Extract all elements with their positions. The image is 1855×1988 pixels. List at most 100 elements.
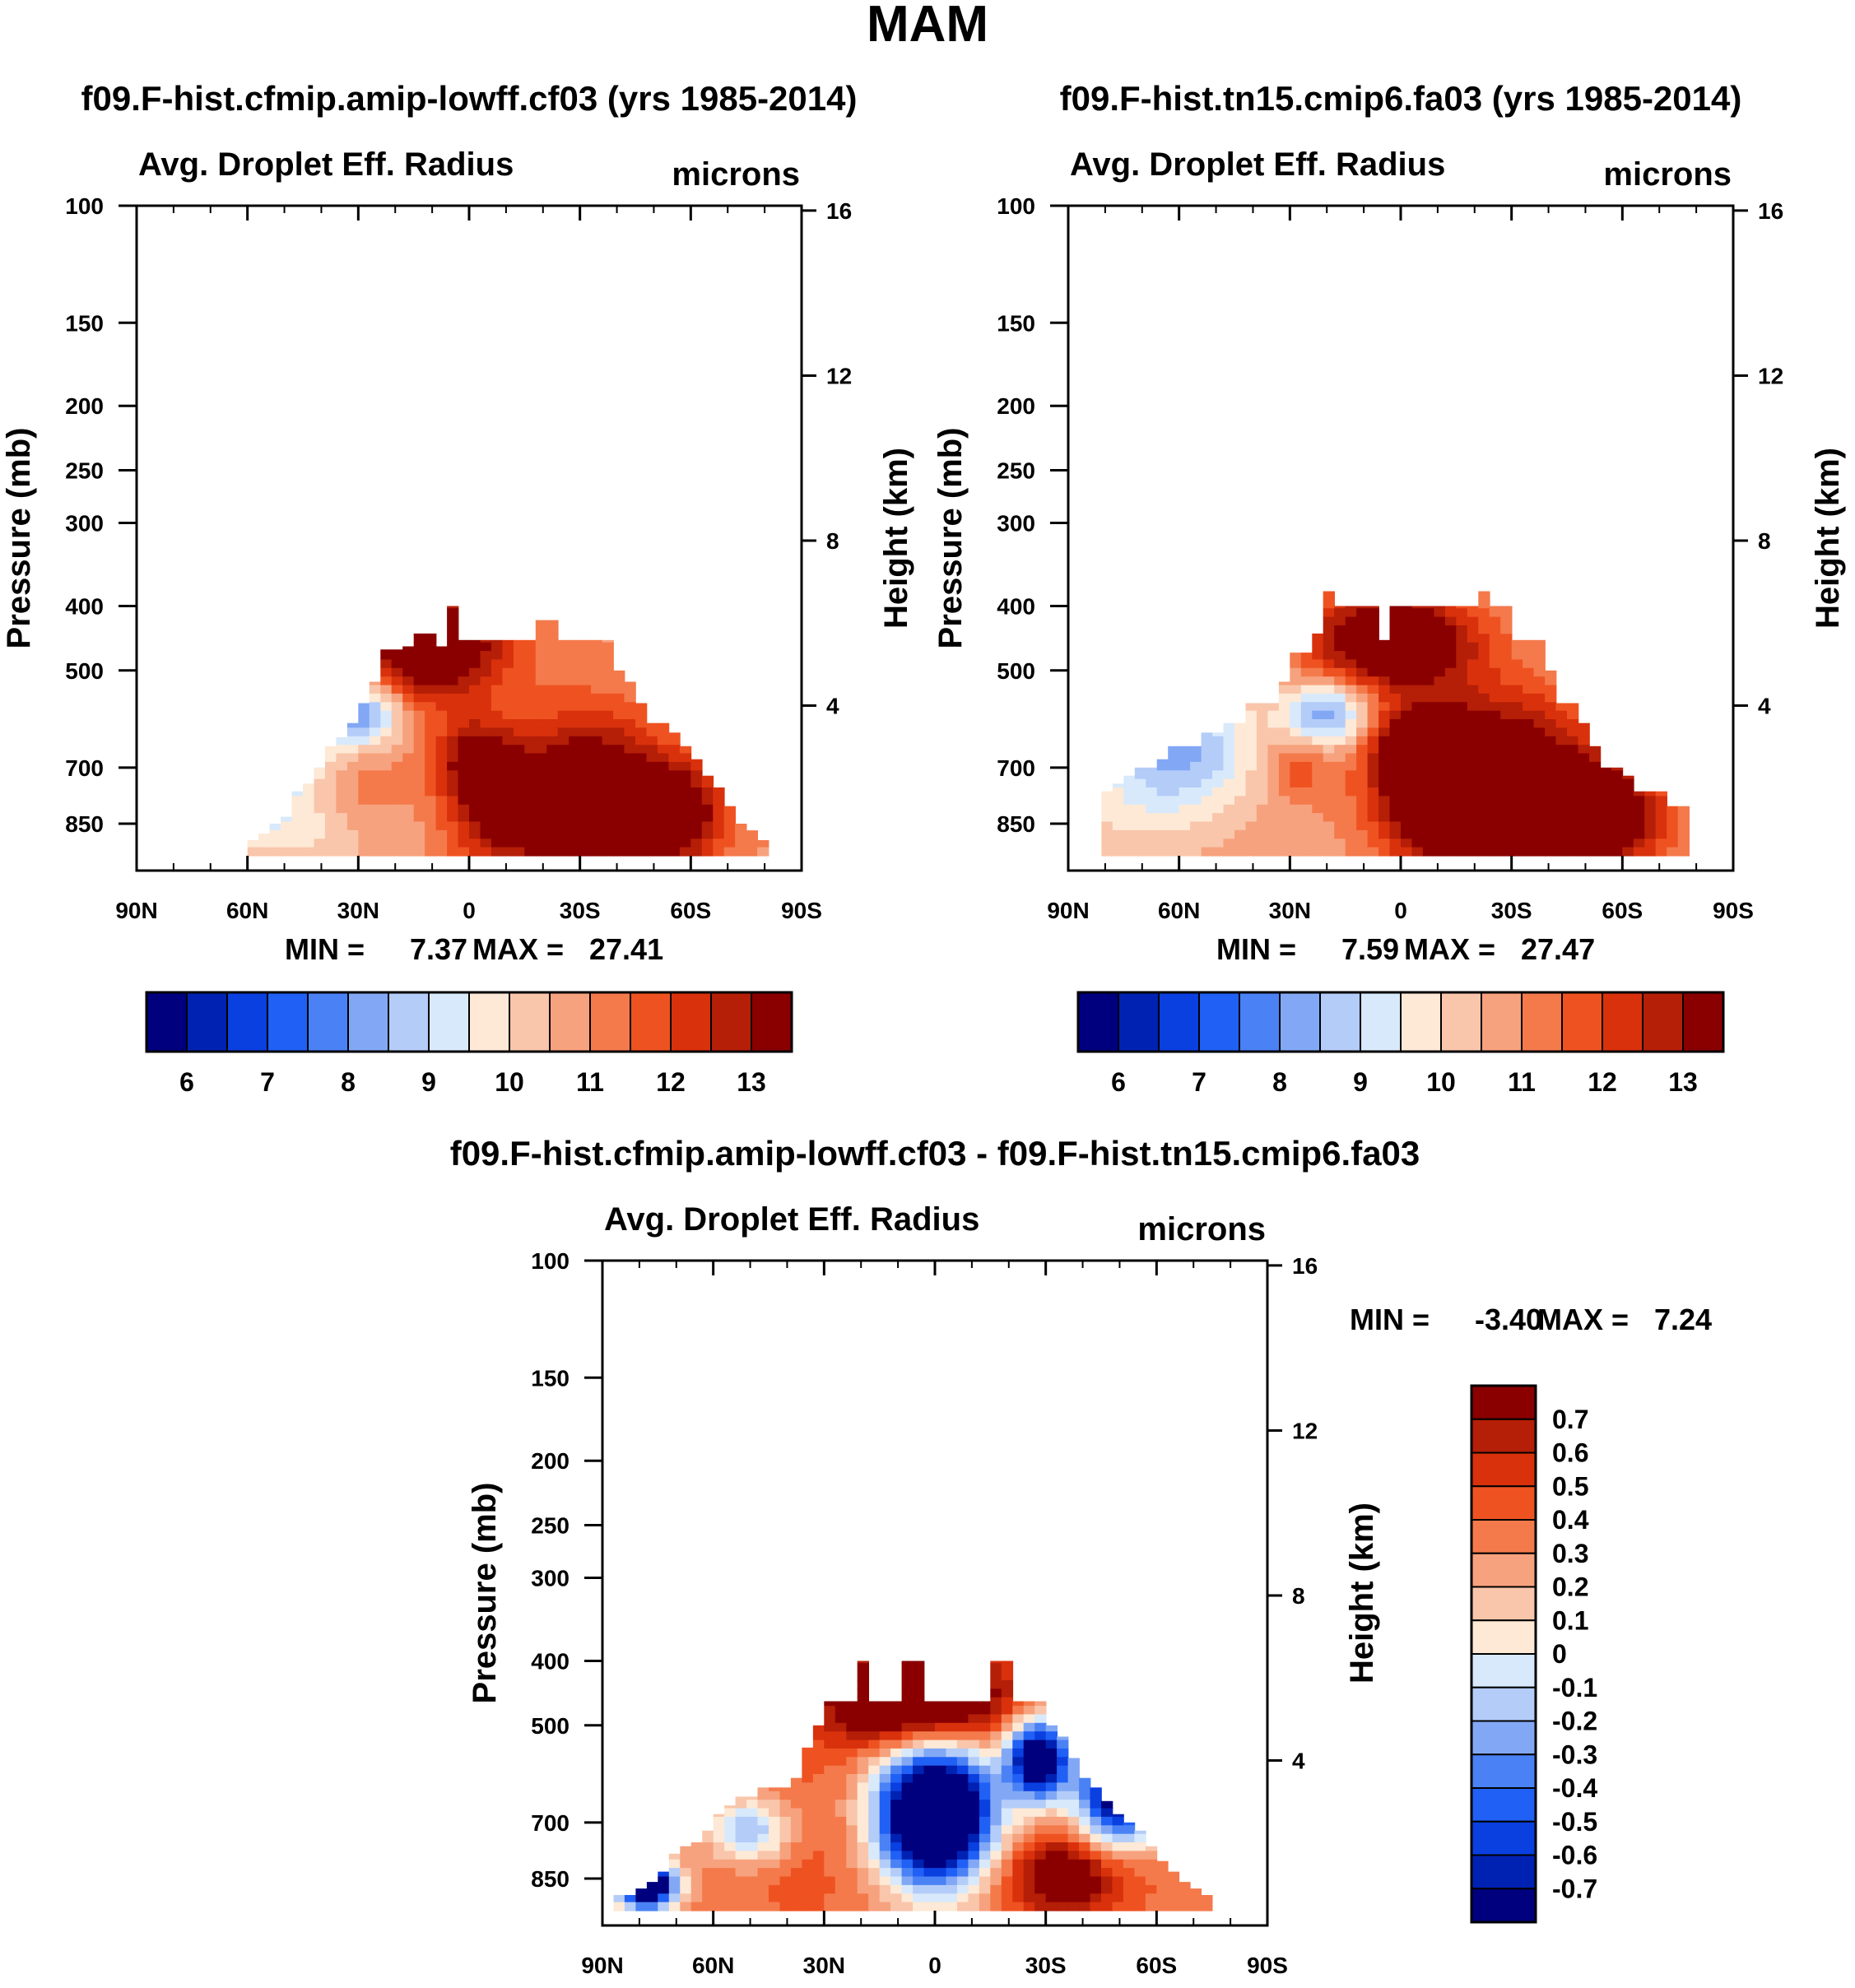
field-cell [890, 1740, 903, 1749]
field-cell [668, 745, 681, 755]
field-cell [1578, 838, 1590, 848]
field-cell [779, 1787, 792, 1792]
field-cell [391, 745, 403, 755]
field-cell [1500, 770, 1513, 780]
field-cell [557, 787, 570, 797]
field-cell [658, 1893, 670, 1903]
field-cell [1545, 847, 1557, 857]
field-cell [857, 1782, 869, 1792]
field-cell [1667, 847, 1679, 857]
field-cell [1389, 608, 1402, 618]
field-cell [979, 1893, 992, 1903]
field-cell [1134, 1833, 1146, 1843]
field-cell [1201, 838, 1213, 848]
field-cell [524, 847, 537, 857]
field-cell [369, 821, 382, 831]
field-cell [425, 847, 437, 857]
field-cell [1067, 1774, 1080, 1783]
field-cell [458, 736, 470, 746]
field-cell [291, 829, 304, 839]
field-cell [1345, 787, 1357, 797]
colorbar-cell [1319, 992, 1361, 1052]
field-cell [1312, 753, 1324, 763]
field-cell [846, 1893, 858, 1903]
field-cell [1156, 838, 1169, 848]
field-cell [402, 804, 415, 814]
field-cell [1588, 761, 1602, 771]
field-cell [1079, 1868, 1091, 1878]
field-cell [624, 736, 636, 746]
field-cell [857, 1868, 869, 1878]
field-cell [1156, 787, 1169, 797]
field-cell [1256, 703, 1269, 712]
field-cell [1533, 710, 1546, 720]
field-cell [1001, 1825, 1014, 1835]
field-cell [1500, 616, 1513, 626]
min-label: MIN = [1350, 1303, 1430, 1336]
field-cell [890, 1782, 903, 1792]
field-cell [291, 821, 304, 831]
height-tick-label: 16 [826, 198, 852, 224]
field-cell [757, 1876, 769, 1886]
field-cell [1401, 693, 1413, 703]
field-cell [1356, 727, 1369, 737]
field-cell [979, 1859, 992, 1869]
field-cell [824, 1833, 836, 1843]
field-cell [835, 1701, 848, 1707]
field-cell [802, 1782, 814, 1792]
field-cell [1312, 685, 1324, 694]
field-cell [613, 847, 625, 857]
field-cell [425, 634, 437, 643]
field-cell [314, 787, 326, 797]
field-cell [1611, 787, 1624, 797]
field-cell [1555, 787, 1568, 797]
field-cell [613, 796, 625, 806]
field-cell [1001, 1663, 1014, 1673]
field-cell [1123, 778, 1136, 788]
field-cell [1034, 1868, 1047, 1878]
field-cell [1312, 659, 1324, 669]
y-tick-label: 200 [65, 393, 104, 419]
field-cell [535, 745, 548, 755]
field-cell [458, 753, 470, 763]
field-cell [990, 1757, 1002, 1767]
field-cell [824, 1884, 836, 1894]
field-cell [657, 778, 670, 788]
field-cell [1367, 770, 1379, 780]
field-cell [1567, 761, 1579, 771]
field-cell [935, 1757, 947, 1767]
field-cell [524, 770, 537, 780]
field-cell [1034, 1816, 1047, 1826]
panel-2: f09.F-hist.tn15.cmip6.fa03 (yrs 1985-201… [932, 79, 1846, 1097]
field-cell [1012, 1782, 1025, 1792]
field-cell [879, 1884, 891, 1894]
field-cell [281, 847, 293, 857]
field-cell [1533, 659, 1546, 669]
field-cell [513, 745, 526, 755]
field-cell [868, 1731, 881, 1741]
field-cell [391, 829, 403, 839]
field-cell [812, 1851, 825, 1860]
field-cell [1411, 796, 1424, 806]
field-cell [713, 813, 725, 823]
field-cell [713, 1876, 725, 1886]
field-cell [1389, 710, 1402, 720]
field-cell [1555, 778, 1568, 788]
field-cell [358, 727, 370, 737]
y-axis-label: Pressure (mb) [467, 1483, 503, 1704]
field-cell [1267, 753, 1280, 763]
field-cell [702, 1884, 714, 1894]
field-cell [646, 761, 658, 771]
field-cell [346, 722, 360, 728]
field-cell [1489, 727, 1501, 737]
colorbar-label: 8 [1272, 1067, 1287, 1097]
field-cell [635, 787, 648, 797]
field-cell [1245, 761, 1258, 771]
colorbar-cell [1521, 992, 1563, 1052]
field-cell [1677, 829, 1690, 839]
field-cell [701, 838, 714, 848]
field-cell [391, 727, 403, 737]
field-cell [557, 727, 570, 737]
field-cell [956, 1740, 969, 1749]
field-cell [535, 719, 548, 728]
